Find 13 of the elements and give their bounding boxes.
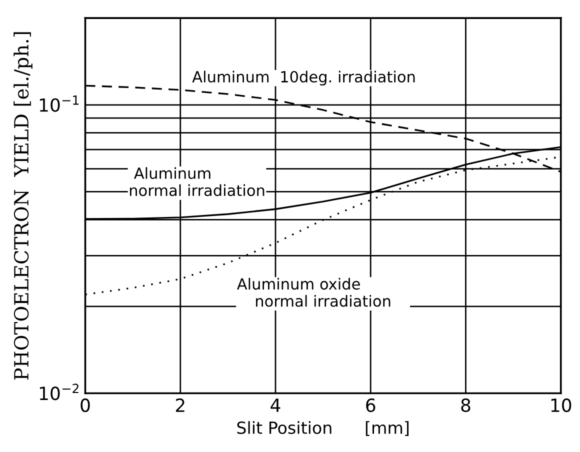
y-axis-title: PHOTOELECTRON YIELD [el./ph.] xyxy=(14,32,32,380)
x-tick-label: 2 xyxy=(176,398,184,412)
series-label: Aluminum oxide normal irradiation xyxy=(236,278,390,307)
series-label: Aluminum 10deg. irradiation xyxy=(192,70,415,86)
x-tick-label: 8 xyxy=(461,398,470,412)
x-tick-label: 0 xyxy=(80,398,90,412)
x-axis-title: Slit Position [mm] xyxy=(237,421,409,436)
series-label: Aluminum normal irradiation xyxy=(130,167,264,196)
y-tick-label: 10$^{−2}$ xyxy=(40,384,78,400)
x-tick-label: 10 xyxy=(551,398,572,412)
x-tick-label: 4 xyxy=(270,398,280,412)
x-tick-label: 6 xyxy=(366,398,376,412)
y-tick-label: 10$^{−1}$ xyxy=(40,95,79,112)
